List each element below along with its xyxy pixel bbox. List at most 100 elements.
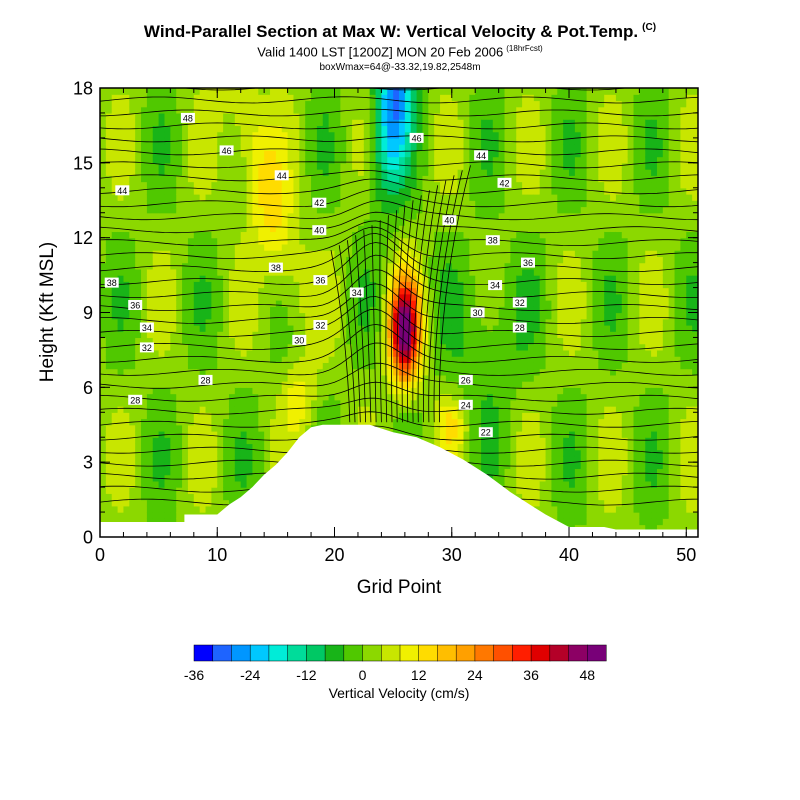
field-cell [217, 505, 224, 513]
field-cell [146, 381, 154, 388]
field-cell [199, 306, 207, 314]
field-cell [135, 218, 142, 226]
field-cell [182, 318, 189, 326]
field-cell [105, 268, 113, 276]
field-cell [334, 343, 341, 351]
field-cell [322, 406, 330, 413]
field-cell [469, 125, 476, 133]
field-cell [100, 480, 107, 488]
field-cell [334, 262, 341, 270]
field-cell [264, 312, 271, 320]
field-cell [182, 187, 189, 195]
field-cell [146, 144, 154, 151]
field-cell [422, 181, 429, 189]
field-cell [287, 256, 295, 264]
field-cell [287, 268, 295, 276]
field-cell [463, 144, 470, 151]
field-cell [328, 237, 336, 245]
field-cell [404, 106, 412, 114]
field-cell [422, 293, 429, 301]
field-cell [404, 275, 412, 282]
field-cell [434, 256, 441, 264]
field-cell [387, 337, 394, 345]
field-cell [223, 474, 230, 482]
field-cell [275, 362, 283, 370]
field-cell [334, 231, 341, 239]
field-cell [234, 144, 242, 151]
field-cell [270, 112, 277, 120]
field-cell [416, 218, 424, 226]
field-cell [387, 237, 394, 245]
field-cell [363, 406, 371, 413]
field-cell [205, 462, 212, 470]
field-cell [111, 337, 119, 345]
field-cell [434, 406, 441, 413]
field-cell [234, 137, 242, 145]
field-cell [475, 243, 482, 251]
field-cell [252, 243, 259, 251]
field-cell [187, 125, 195, 133]
field-cell [434, 218, 441, 226]
field-cell [416, 169, 424, 176]
field-cell [105, 480, 113, 488]
field-cell [293, 237, 300, 245]
field-cell [264, 206, 271, 214]
field-cell [182, 387, 189, 395]
field-cell [234, 381, 242, 388]
field-cell [252, 212, 259, 220]
field-cell [152, 100, 160, 108]
field-cell [416, 349, 424, 357]
field-cell [275, 106, 283, 114]
field-cell [322, 88, 330, 95]
field-cell [211, 393, 218, 401]
field-cell [205, 287, 212, 295]
field-cell [141, 281, 148, 289]
field-cell [311, 181, 318, 189]
field-cell [211, 268, 218, 276]
field-cell [135, 88, 142, 95]
field-cell [164, 381, 171, 388]
field-cell [234, 94, 242, 102]
field-cell [158, 212, 166, 220]
field-cell [316, 169, 324, 176]
field-cell [246, 150, 254, 158]
field-cell [440, 393, 447, 401]
field-cell [252, 181, 259, 189]
field-cell [111, 237, 119, 245]
field-cell [486, 412, 494, 420]
field-cell [369, 125, 377, 133]
field-cell [105, 88, 113, 95]
field-cell [176, 200, 183, 208]
field-cell [440, 181, 447, 189]
field-cell [187, 443, 195, 451]
field-cell [316, 293, 324, 301]
field-cell [293, 324, 300, 332]
field-cell [123, 287, 130, 295]
field-cell [404, 156, 412, 164]
field-cell [270, 218, 277, 226]
field-cell [369, 337, 377, 345]
field-cell [234, 281, 242, 289]
field-cell [293, 356, 300, 363]
field-cell [428, 399, 435, 407]
field-cell [164, 393, 171, 401]
field-cell [451, 175, 459, 183]
field-cell [176, 449, 183, 457]
field-cell [445, 175, 453, 183]
field-cell [135, 112, 142, 120]
field-cell [445, 306, 453, 314]
field-cell [234, 262, 242, 270]
field-cell [205, 206, 212, 214]
field-cell [234, 88, 242, 95]
field-cell [293, 194, 300, 201]
field-cell [287, 194, 295, 201]
field-cell [193, 381, 201, 388]
field-cell [305, 418, 312, 426]
field-cell [228, 493, 236, 501]
field-cell [117, 218, 125, 226]
field-cell [410, 225, 418, 233]
field-cell [440, 94, 447, 102]
field-cell [129, 194, 136, 201]
field-cell [492, 381, 500, 388]
field-cell [399, 175, 406, 183]
